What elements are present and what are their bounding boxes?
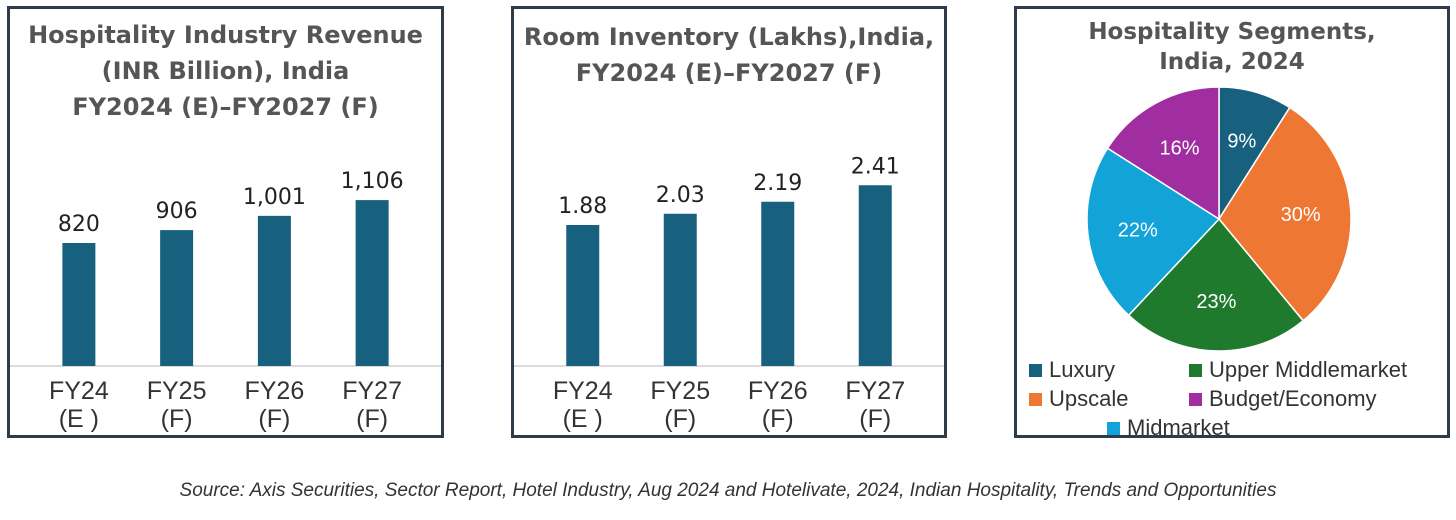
- pie-label-upper-middlemarket: 23%: [1196, 291, 1236, 313]
- revenue-tick-label: FY25: [147, 377, 207, 405]
- revenue-tick-sublabel: (F): [356, 405, 388, 433]
- inventory-tick-label: FY25: [650, 377, 710, 405]
- pie-slice-upscale: [1218, 106, 1352, 322]
- revenue-data-label: 1,106: [341, 169, 404, 194]
- revenue-bar: [257, 215, 291, 366]
- pie-label-budget-economy: 16%: [1160, 137, 1200, 159]
- inventory-chart-panel: Room Inventory (Lakhs),India, FY2024 (E)…: [511, 6, 947, 438]
- legend-label-budget-economy: Budget/Economy: [1209, 386, 1377, 411]
- revenue-title-line-3: FY2024 (E)–FY2027 (F): [72, 93, 379, 121]
- pie-legend: Luxury Upper Middlemarket Upscale Budget…: [1025, 357, 1445, 440]
- segments-title-line-1: Hospitality Segments,: [1088, 19, 1376, 45]
- inventory-data-label: 2.03: [656, 183, 705, 208]
- legend-swatch-luxury: [1029, 363, 1042, 377]
- revenue-bar: [62, 243, 96, 366]
- pie-slice-budget-economy: [1106, 86, 1220, 221]
- pie-label-midmarket: 22%: [1118, 219, 1158, 241]
- legend-swatch-midmarket: [1107, 421, 1120, 435]
- inventory-title-line-2: FY2024 (E)–FY2027 (F): [575, 59, 883, 87]
- segments-chart-title: Hospitality Segments, India, 2024: [1017, 17, 1447, 77]
- inventory-bar: [761, 201, 795, 366]
- inventory-tick-sublabel: (F): [762, 405, 794, 433]
- inventory-bar: [663, 213, 697, 366]
- legend-item-midmarket: Midmarket: [1107, 415, 1230, 441]
- revenue-bar: [160, 230, 194, 366]
- inventory-tick-label: FY27: [845, 377, 905, 405]
- inventory-chart-title: Room Inventory (Lakhs),India, FY2024 (E)…: [514, 19, 944, 91]
- revenue-tick-label: FY27: [342, 377, 402, 405]
- pie-slice-upper-middlemarket: [1127, 217, 1305, 352]
- inventory-bar: [566, 225, 600, 366]
- legend-item-upscale: Upscale: [1029, 386, 1128, 412]
- legend-label-upscale: Upscale: [1049, 386, 1129, 411]
- revenue-title-line-1: Hospitality Industry Revenue: [28, 21, 423, 49]
- revenue-title-line-2: (INR Billion), India: [101, 57, 350, 85]
- revenue-data-label: 820: [58, 212, 100, 237]
- revenue-tick-sublabel: (F): [258, 405, 290, 433]
- revenue-chart-title: Hospitality Industry Revenue (INR Billio…: [10, 17, 441, 125]
- revenue-data-label: 1,001: [243, 185, 306, 210]
- pie-slice-midmarket: [1086, 147, 1221, 317]
- segments-title-line-2: India, 2024: [1159, 49, 1305, 75]
- legend-label-luxury: Luxury: [1049, 357, 1116, 382]
- pie-label-upscale: 30%: [1281, 204, 1321, 226]
- legend-item-budget-economy: Budget/Economy: [1189, 386, 1377, 412]
- inventory-tick-sublabel: (E ): [563, 405, 603, 433]
- legend-label-midmarket: Midmarket: [1127, 415, 1230, 440]
- segments-pie-chart: 9% 30% 23% 22% 16%: [1086, 86, 1352, 352]
- legend-swatch-upscale: [1029, 392, 1042, 406]
- legend-item-upper-middlemarket: Upper Middlemarket: [1189, 357, 1407, 383]
- revenue-data-label: 906: [156, 199, 198, 224]
- legend-item-luxury: Luxury: [1029, 357, 1115, 383]
- source-note: Source: Axis Securities, Sector Report, …: [179, 480, 1277, 501]
- inventory-tick-sublabel: (F): [859, 405, 891, 433]
- inventory-title-line-1: Room Inventory (Lakhs),India,: [523, 23, 935, 51]
- revenue-bar: [355, 200, 389, 366]
- legend-swatch-budget-economy: [1189, 392, 1202, 406]
- revenue-tick-sublabel: (E ): [59, 405, 99, 433]
- inventory-data-label: 1.88: [558, 194, 607, 219]
- revenue-tick-sublabel: (F): [161, 405, 193, 433]
- segments-chart-panel: Hospitality Segments, India, 2024 9% 30% 2…: [1014, 6, 1450, 440]
- inventory-tick-label: FY26: [748, 377, 808, 405]
- inventory-data-label: 2.41: [851, 154, 900, 179]
- inventory-bar: [858, 185, 892, 366]
- legend-swatch-upper-middlemarket: [1189, 363, 1202, 377]
- revenue-tick-label: FY24: [49, 377, 109, 405]
- inventory-data-label: 2.19: [753, 171, 802, 196]
- revenue-tick-label: FY26: [244, 377, 304, 405]
- inventory-tick-sublabel: (F): [664, 405, 696, 433]
- legend-label-upper-middlemarket: Upper Middlemarket: [1209, 357, 1408, 382]
- revenue-chart-panel: Hospitality Industry Revenue (INR Billio…: [7, 6, 444, 438]
- pie-label-luxury: 9%: [1227, 130, 1256, 152]
- inventory-tick-label: FY24: [553, 377, 613, 405]
